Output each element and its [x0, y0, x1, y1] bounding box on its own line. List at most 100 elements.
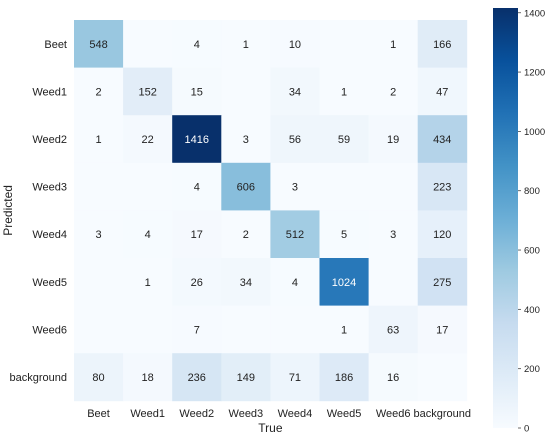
cell-value-label: 17: [436, 324, 448, 336]
cell-value-label: 4: [194, 182, 200, 194]
heatmap-cell: [172, 115, 222, 164]
heatmap-cell: [221, 305, 271, 354]
heatmap-cell: [123, 162, 173, 211]
heatmap-cell: [368, 162, 419, 211]
cell-value-label: 59: [338, 134, 350, 146]
heatmap-cell: [123, 115, 173, 164]
heatmap-cell: [368, 210, 419, 259]
heatmap-cell: [270, 67, 320, 116]
x-tick-label: Weed5: [327, 408, 362, 420]
cell-value-label: 5: [341, 229, 347, 241]
cell-value-label: 16: [387, 372, 399, 384]
y-axis-title: Predicted: [1, 185, 15, 236]
cell-value-label: 3: [292, 182, 298, 194]
heatmap-cell: [417, 20, 468, 68]
heatmap-cell: [172, 20, 222, 68]
cell-value-label: 1: [243, 39, 249, 51]
colorbar-tick-label: 1400: [524, 8, 545, 19]
cell-value-label: 18: [142, 372, 154, 384]
cell-value-label: 17: [191, 229, 203, 241]
heatmap-cell: [368, 353, 419, 402]
heatmap-cell: [221, 115, 271, 164]
heatmap-cell: [172, 305, 222, 354]
heatmap-cell: [221, 67, 271, 116]
colorbar-tick-label: 600: [524, 246, 540, 257]
cell-value-label: 4: [145, 229, 151, 241]
heatmap-cell: [417, 305, 468, 354]
cell-value-label: 4: [194, 39, 200, 51]
cell-value-label: 10: [289, 39, 301, 51]
y-tick-label: Weed1: [32, 86, 67, 98]
cell-value-label: 15: [191, 86, 203, 98]
heatmap-cell: [270, 258, 320, 306]
heatmap-cell: [270, 20, 320, 68]
cell-value-label: 1: [341, 324, 347, 336]
heatmap-cell: [417, 67, 468, 116]
cell-value-label: 4: [292, 277, 298, 289]
y-tick-label: Weed2: [32, 134, 67, 146]
heatmap-cell: [417, 210, 468, 259]
heatmap-cell: [368, 115, 419, 164]
heatmap-cell: [417, 258, 468, 306]
cell-value-label: 63: [387, 324, 399, 336]
cell-value-label: 7: [194, 324, 200, 336]
x-tick-label: Beet: [87, 408, 110, 420]
heatmap-cell: [123, 258, 173, 306]
heatmap-cell: [74, 210, 124, 259]
y-tick-label: Weed4: [32, 229, 67, 241]
x-tick-label: Weed4: [278, 408, 313, 420]
heatmap-cell: [368, 67, 419, 116]
cell-value-label: 1: [341, 86, 347, 98]
y-axis-tick-labels: Beet Weed1 Weed2 Weed3 Weed4 Weed5 Weed6 backgr…: [10, 39, 68, 384]
cell-value-label: 275: [433, 277, 451, 289]
heatmap-cell: [123, 67, 173, 116]
heatmap-cell: [221, 20, 271, 68]
heatmap-cell: [74, 258, 124, 306]
heatmap-cell: [270, 210, 320, 259]
heatmap-cell: [319, 20, 369, 68]
cell-value-label: 3: [243, 134, 249, 146]
cell-value-label: 34: [240, 277, 252, 289]
x-tick-label: background: [414, 408, 472, 420]
cell-value-label: 1: [145, 277, 151, 289]
y-tick-label: Weed6: [32, 324, 67, 336]
heatmap-cell: [319, 305, 369, 354]
cell-value-label: 120: [433, 229, 451, 241]
colorbar-tick-label: 400: [524, 305, 540, 316]
x-tick-label: Weed1: [130, 408, 165, 420]
heatmap-cell: [123, 20, 173, 68]
cell-value-label: 22: [142, 134, 154, 146]
y-tick-label: Weed3: [32, 182, 67, 194]
heatmap-cell: [319, 115, 369, 164]
cell-value-label: 80: [92, 372, 104, 384]
heatmap-cell: [74, 162, 124, 211]
heatmap-cell: [270, 353, 320, 402]
heatmap-cell: [172, 353, 222, 402]
cell-value-label: 1: [390, 39, 396, 51]
y-tick-label: background: [10, 372, 68, 384]
heatmap-cell: [319, 67, 369, 116]
cell-value-label: 1416: [185, 134, 209, 146]
heatmap-cell: [74, 67, 124, 116]
heatmap-cell: [172, 210, 222, 259]
cell-value-label: 186: [335, 372, 353, 384]
colorbar: [493, 8, 518, 428]
cell-value-label: 236: [188, 372, 206, 384]
heatmap-cell: [221, 258, 271, 306]
y-tick-label: Beet: [44, 39, 67, 51]
colorbar-tick-label: 200: [524, 364, 540, 375]
cell-value-label: 56: [289, 134, 301, 146]
cell-value-label: 548: [89, 39, 107, 51]
x-tick-label: Weed2: [179, 408, 214, 420]
heatmap-cell: [368, 20, 419, 68]
heatmap-cell: [221, 353, 271, 402]
cell-value-label: 34: [289, 86, 301, 98]
cell-value-label: 149: [237, 372, 255, 384]
x-tick-label: Weed6: [376, 408, 411, 420]
heatmap-cell: [368, 305, 419, 354]
colorbar-tick-labels: 0 200 400 600 800 1000 1200 1400: [518, 8, 545, 435]
heatmap-cell: [368, 258, 419, 306]
cell-value-label: 47: [436, 86, 448, 98]
